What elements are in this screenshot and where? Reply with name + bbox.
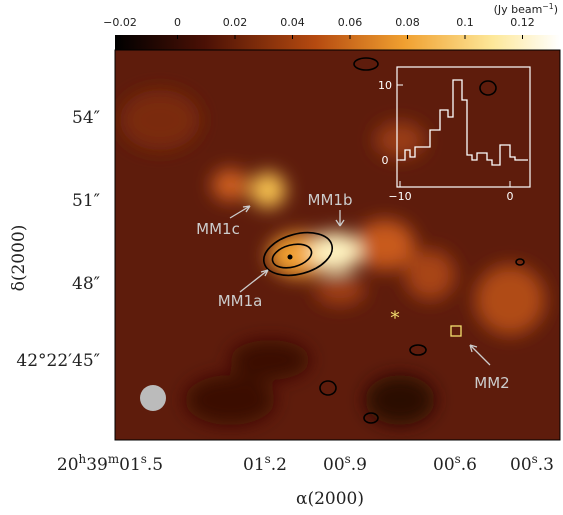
source-label: MM1a [218, 292, 263, 310]
colorbar [115, 35, 560, 50]
ra-tick-label: 20h39m01s.5 [57, 452, 163, 475]
label-part: 20 [57, 455, 79, 475]
label-part: .2 [271, 455, 287, 475]
inset-y-tick-label: 0 [382, 154, 389, 167]
colorbar-tick-label: 0.1 [456, 16, 474, 29]
colorbar-tick-label: −0.02 [103, 16, 137, 29]
colorbar-unit: (Jy beam−1) [494, 2, 558, 17]
label-part: m [108, 452, 119, 466]
label-part: 39 [86, 455, 108, 475]
y-axis-label: δ(2000) [9, 225, 29, 292]
source-label: MM1b [308, 191, 353, 209]
figure: * −0.0200.020.040.060.080.10.12(Jy beam−… [0, 0, 563, 515]
dec-tick-label: 54″ [72, 108, 100, 128]
label-part: 00 [510, 455, 532, 475]
label-part: 01 [119, 455, 141, 475]
inset-y-tick-label: 10 [378, 79, 392, 92]
svg-text:*: * [391, 308, 400, 329]
x-axis-label: α(2000) [296, 489, 364, 509]
inset-x-tick-label: 0 [507, 190, 514, 203]
colorbar-tick-label: 0.08 [395, 16, 420, 29]
source-label: MM2 [474, 374, 509, 392]
label-part: −1 [542, 2, 553, 11]
label-part: .5 [147, 455, 163, 475]
label-part: .3 [538, 455, 554, 475]
colorbar-tick-label: 0.06 [338, 16, 363, 29]
colorbar-tick-label: 0 [174, 16, 181, 29]
dec-tick-label: 51″ [72, 191, 100, 211]
colorbar-tick-label: 0.04 [280, 16, 305, 29]
ra-tick-label: 00s.9 [323, 452, 367, 475]
source-label: MM1c [196, 220, 240, 238]
label-part: (Jy beam [494, 3, 543, 16]
dec-tick-label: 42°22′45″ [16, 351, 100, 371]
colorbar-tick-label: 0.12 [510, 16, 535, 29]
label-part: 01 [243, 455, 265, 475]
colorbar-tick-label: 0.02 [223, 16, 248, 29]
label-part: .9 [351, 455, 367, 475]
ra-tick-label: 00s.3 [510, 452, 554, 475]
label-part: ) [554, 3, 558, 16]
ra-tick-label: 01s.2 [243, 452, 287, 475]
inset-x-tick-label: −10 [388, 190, 411, 203]
label-part: .6 [461, 455, 477, 475]
label-part: 00 [433, 455, 455, 475]
ra-tick-label: 00s.6 [433, 452, 477, 475]
label-part: 00 [323, 455, 345, 475]
dec-tick-label: 48″ [72, 274, 100, 294]
